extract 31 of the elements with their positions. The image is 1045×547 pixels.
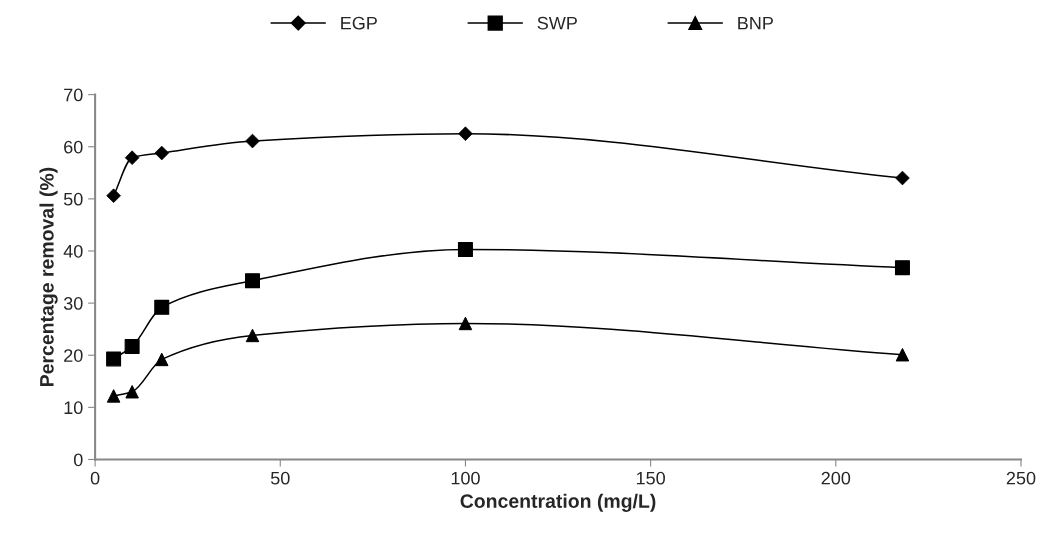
point xyxy=(894,260,910,276)
x-axis-title: Concentration (mg/L) xyxy=(460,493,656,512)
point xyxy=(124,338,140,354)
point xyxy=(154,299,170,315)
y-tick-label: 30 xyxy=(63,297,83,310)
point xyxy=(106,389,121,403)
y-tick-label: 10 xyxy=(64,401,83,415)
point xyxy=(155,352,169,367)
x-tick-label: 250 xyxy=(1006,471,1036,485)
x-tick-label: 0 xyxy=(90,471,100,485)
x-tick-label: 200 xyxy=(821,471,851,485)
point xyxy=(106,351,122,367)
y-tick-label: 60 xyxy=(64,140,83,154)
y-tick-label: 0 xyxy=(73,453,83,467)
point xyxy=(895,347,910,362)
point xyxy=(458,316,473,331)
point xyxy=(125,384,139,399)
legend-label: EGP xyxy=(341,16,377,30)
point xyxy=(245,328,260,343)
legend-label: SWP xyxy=(537,16,577,30)
y-axis-title: Percentage removal (%) xyxy=(39,167,58,386)
y-tick-label: 40 xyxy=(63,244,83,258)
point xyxy=(457,241,473,257)
x-tick-label: 150 xyxy=(636,471,665,485)
legend-label: BNP xyxy=(738,16,773,30)
x-tick-label: 50 xyxy=(270,471,290,485)
y-tick-label: 20 xyxy=(64,349,83,362)
y-tick-label: 70 xyxy=(64,88,83,102)
point xyxy=(244,273,260,289)
x-tick-label: 100 xyxy=(451,471,480,485)
y-tick-label: 50 xyxy=(63,192,83,206)
